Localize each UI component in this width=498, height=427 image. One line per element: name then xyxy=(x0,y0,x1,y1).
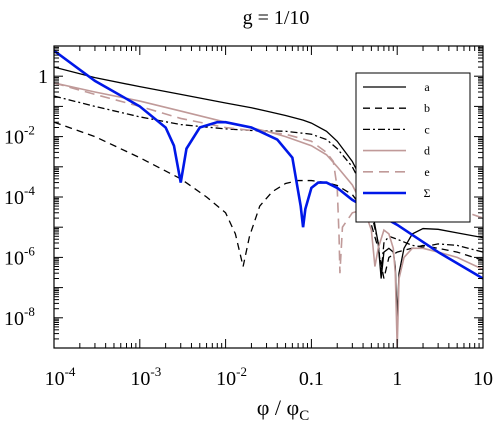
legend-label-5: e xyxy=(424,165,429,179)
series-line-5 xyxy=(54,82,483,274)
x-tick-label-5-base: 1 xyxy=(392,368,402,390)
y-tick-label-3-base: 10 xyxy=(4,187,24,209)
y-tick-label-5-base: 10 xyxy=(4,308,24,330)
x-tick-label-2-base: 10 xyxy=(130,368,150,390)
y-tick-label-5-exp: -8 xyxy=(24,304,35,319)
x-tick-label-1-exp: -4 xyxy=(65,364,76,379)
x-axis-label: φ / φC xyxy=(257,395,310,424)
legend-label-2: b xyxy=(424,101,430,115)
x-tick-label-6: 10 xyxy=(473,368,493,390)
x-axis-label-sub: C xyxy=(299,408,309,424)
y-tick-label-1-base: 1 xyxy=(38,66,48,88)
x-tick-label-2: 10-3 xyxy=(130,364,161,390)
ticks-layer xyxy=(53,45,484,349)
y-tick-label-4-base: 10 xyxy=(4,247,24,269)
legend-label-6: Σ xyxy=(424,186,431,200)
y-tick-label-1: 1 xyxy=(38,66,48,88)
series-line-2 xyxy=(54,121,483,279)
legend-label-4: d xyxy=(424,144,430,158)
x-tick-label-1-base: 10 xyxy=(45,368,65,390)
chart-title: g = 1/10 xyxy=(243,7,310,29)
series-line-6 xyxy=(54,49,483,280)
y-tick-label-2: 10-2 xyxy=(4,123,35,149)
x-tick-label-3-exp: -2 xyxy=(236,364,247,379)
x-tick-label-2-exp: -3 xyxy=(150,364,161,379)
y-tick-label-2-base: 10 xyxy=(4,127,24,149)
x-tick-label-4-base: 0.1 xyxy=(299,368,324,390)
x-axis-label-main: φ / φ xyxy=(257,395,300,420)
legend-box xyxy=(355,72,471,223)
y-tick-label-3-exp: -4 xyxy=(24,183,35,198)
y-tick-label-4-exp: -6 xyxy=(24,243,35,258)
x-tick-label-1: 10-4 xyxy=(45,364,76,390)
y-tick-label-2-exp: -2 xyxy=(24,123,35,138)
y-tick-label-4: 10-6 xyxy=(4,243,35,269)
y-tick-label-5: 10-8 xyxy=(4,304,35,330)
legend-label-3: c xyxy=(424,122,429,136)
x-tick-label-3: 10-2 xyxy=(216,364,247,390)
x-tick-label-4: 0.1 xyxy=(299,368,324,390)
x-tick-label-3-base: 10 xyxy=(216,368,236,390)
x-tick-label-6-base: 10 xyxy=(473,368,493,390)
y-tick-label-3: 10-4 xyxy=(4,183,35,209)
x-tick-label-5: 1 xyxy=(392,368,402,390)
legend-label-1: a xyxy=(424,80,430,94)
